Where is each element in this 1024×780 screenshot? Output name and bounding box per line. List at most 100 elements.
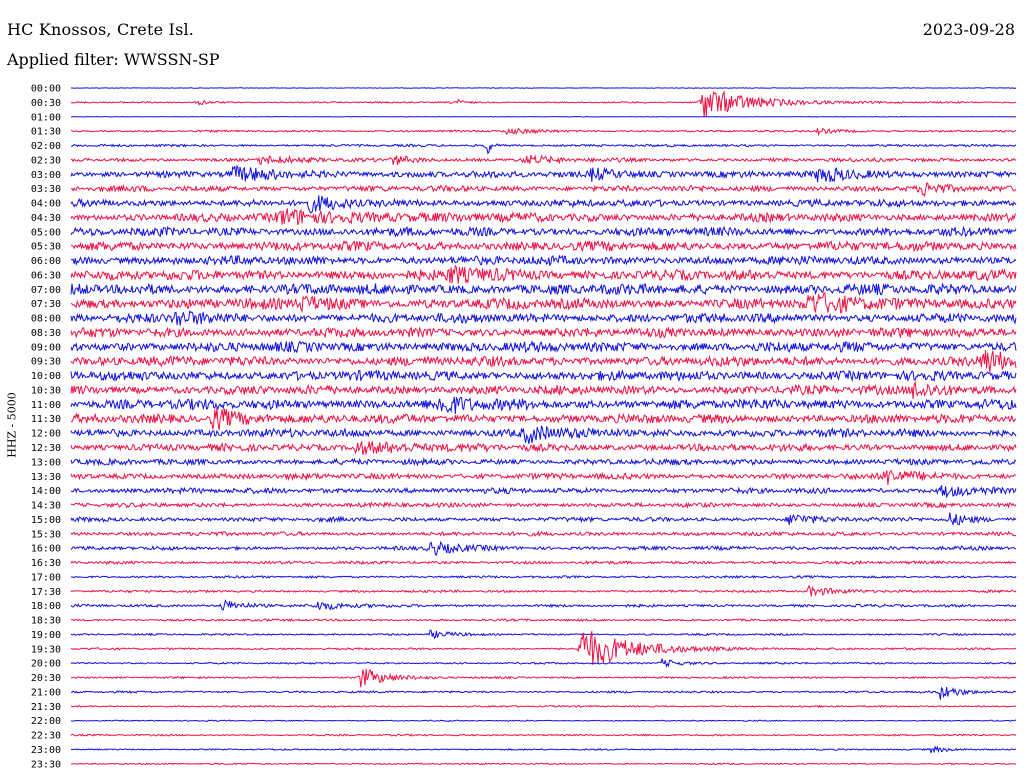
trace-row-0600 (70, 254, 1017, 267)
row-time-label: 07:30 (31, 299, 61, 310)
row-time-label: 18:00 (31, 601, 61, 612)
trace-row-2300 (70, 745, 1017, 754)
row-time-label: 23:30 (31, 759, 61, 770)
row-time-label: 00:00 (31, 84, 61, 95)
trace-row-2000 (70, 658, 1017, 668)
trace-row-0300 (70, 164, 1017, 183)
trace-row-1430 (70, 501, 1017, 510)
trace-row-1830 (70, 618, 1017, 623)
trace-row-0830 (70, 326, 1017, 339)
row-time-label: 05:00 (31, 227, 61, 238)
trace-row-0430 (70, 208, 1017, 225)
trace-row-1500 (70, 512, 1017, 526)
trace-row-1130 (70, 407, 1017, 431)
trace-row-0900 (70, 340, 1017, 354)
trace-row-0330 (70, 182, 1017, 198)
row-time-label: 20:30 (31, 673, 61, 684)
row-time-label: 13:00 (31, 457, 61, 468)
row-time-label: 06:00 (31, 256, 61, 267)
trace-row-1100 (70, 396, 1017, 415)
row-time-label: 05:30 (31, 242, 61, 253)
trace-row-2030 (71, 669, 1017, 688)
trace-row-1700 (70, 574, 1017, 580)
row-time-label: 00:30 (31, 98, 61, 109)
trace-row-1600 (70, 540, 1017, 557)
row-time-label: 06:30 (31, 270, 61, 281)
row-time-label: 11:30 (31, 414, 61, 425)
trace-row-1400 (70, 485, 1017, 499)
row-time-label: 17:00 (31, 572, 61, 583)
row-time-label: 11:00 (31, 400, 61, 411)
row-time-label: 02:00 (31, 141, 61, 152)
row-time-label: 20:00 (31, 659, 61, 670)
trace-row-0630 (70, 264, 1017, 285)
row-time-label: 19:30 (31, 644, 61, 655)
trace-row-0400 (70, 195, 1017, 214)
row-time-label: 12:00 (31, 429, 61, 440)
trace-row-1530 (70, 530, 1017, 538)
station-title: HC Knossos, Crete Isl. (7, 20, 195, 39)
row-time-label: 04:30 (31, 213, 61, 224)
trace-row-1000 (70, 369, 1017, 383)
row-time-label: 18:30 (31, 616, 61, 627)
row-time-label: 01:30 (31, 127, 61, 138)
row-time-label: 10:00 (31, 371, 61, 382)
row-time-label: 07:00 (31, 285, 61, 296)
row-time-label: 03:30 (31, 184, 61, 195)
trace-row-0000 (70, 87, 1017, 89)
trace-row-0130 (70, 127, 1017, 137)
trace-row-1900 (70, 629, 1017, 639)
filter-label: Applied filter: WWSSN-SP (7, 50, 220, 69)
trace-row-2130 (70, 704, 1016, 709)
row-time-label: 01:00 (31, 112, 61, 123)
row-time-label: 10:30 (31, 385, 61, 396)
trace-row-1030 (70, 380, 1017, 400)
row-time-label: 16:30 (31, 558, 61, 569)
row-time-label: 04:00 (31, 199, 61, 210)
trace-row-0100 (71, 115, 1016, 118)
trace-row-1330 (70, 469, 1017, 486)
trace-row-1730 (70, 584, 1017, 597)
trace-row-1930 (70, 631, 1017, 665)
row-time-label: 15:30 (31, 529, 61, 540)
trace-row-2330 (70, 762, 1017, 766)
trace-row-1800 (70, 599, 1017, 611)
row-time-label: 14:00 (31, 486, 61, 497)
trace-row-0030 (70, 90, 1017, 117)
row-time-label: 14:30 (31, 501, 61, 512)
row-time-label: 16:00 (31, 544, 61, 555)
row-time-label: 15:00 (31, 515, 61, 526)
row-time-label: 23:00 (31, 745, 61, 756)
trace-row-0530 (70, 239, 1017, 253)
trace-row-0500 (70, 225, 1017, 238)
trace-row-1200 (70, 425, 1017, 444)
trace-row-1300 (70, 457, 1017, 467)
trace-row-0700 (70, 282, 1017, 296)
trace-row-2100 (71, 686, 1017, 700)
row-time-label: 13:30 (31, 472, 61, 483)
row-time-label: 09:30 (31, 357, 61, 368)
trace-row-0200 (70, 143, 1017, 155)
row-time-label: 12:30 (31, 443, 61, 454)
trace-row-1230 (70, 440, 1017, 455)
record-date: 2023-09-28 (922, 20, 1015, 39)
row-time-label: 08:00 (31, 314, 61, 325)
row-time-label: 21:30 (31, 702, 61, 713)
row-time-label: 22:30 (31, 731, 61, 742)
trace-row-0800 (70, 310, 1017, 326)
trace-row-0730 (70, 291, 1017, 314)
row-time-label: 02:30 (31, 155, 61, 166)
trace-row-1630 (70, 559, 1017, 566)
row-time-label: 03:00 (31, 170, 61, 181)
trace-row-2200 (70, 719, 1017, 722)
row-time-label: 22:00 (31, 716, 61, 727)
row-time-label: 09:00 (31, 342, 61, 353)
row-time-label: 17:30 (31, 587, 61, 598)
row-time-label: 19:00 (31, 630, 61, 641)
trace-row-2230 (70, 733, 1017, 737)
row-time-label: 08:30 (31, 328, 61, 339)
row-time-label: 21:00 (31, 687, 61, 698)
trace-row-0230 (70, 154, 1017, 166)
trace-row-0930 (70, 350, 1017, 373)
